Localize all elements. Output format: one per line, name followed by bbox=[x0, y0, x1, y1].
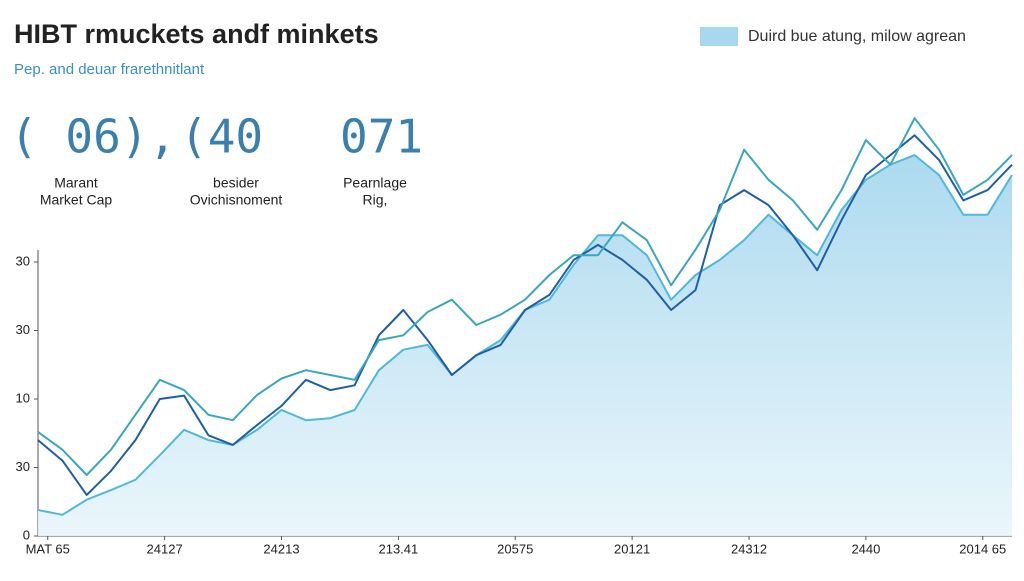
x-tick-label: MAT 65 bbox=[26, 541, 70, 556]
legend-swatch bbox=[700, 27, 738, 46]
area bbox=[38, 155, 1012, 536]
chart-title: HIBT rmuckets andf minkets bbox=[14, 19, 379, 49]
x-tick-label: 213.41 bbox=[378, 541, 418, 556]
x-tick-label: 2014 65 bbox=[959, 541, 1006, 556]
line bbox=[37, 117, 1013, 476]
x-tick-label: 24127 bbox=[147, 541, 183, 556]
legend-label: Duird bue atung, milow agrean bbox=[748, 28, 966, 45]
x-tick-label: 20575 bbox=[497, 541, 533, 556]
kpi-label: besider bbox=[213, 175, 259, 191]
subtitle: Pep. and deuar frarethnitlant bbox=[14, 61, 205, 78]
x-tick-label: 2440 bbox=[851, 541, 880, 556]
kpi-label: Rig, bbox=[363, 192, 388, 208]
kpi-label: Pearnlage bbox=[343, 175, 407, 191]
y-tick-label: 30 bbox=[16, 322, 30, 337]
line bbox=[37, 134, 1013, 496]
kpi-label: Ovichisnoment bbox=[190, 192, 283, 208]
kpi-label: Market Cap bbox=[40, 192, 113, 208]
kpi-label: Marant bbox=[54, 175, 98, 191]
y-tick-label: 10 bbox=[16, 390, 30, 405]
kpi-value: 071 bbox=[340, 110, 423, 164]
x-tick-label: 24312 bbox=[731, 541, 767, 556]
kpi-value: ( 06), bbox=[10, 110, 176, 164]
x-tick-label: 20121 bbox=[614, 541, 650, 556]
y-tick-label: 30 bbox=[16, 253, 30, 268]
y-tick-label: 0 bbox=[23, 527, 30, 542]
x-tick-label: 24213 bbox=[263, 541, 299, 556]
y-tick-label: 30 bbox=[16, 459, 30, 474]
kpi-value: (40 bbox=[180, 110, 263, 164]
